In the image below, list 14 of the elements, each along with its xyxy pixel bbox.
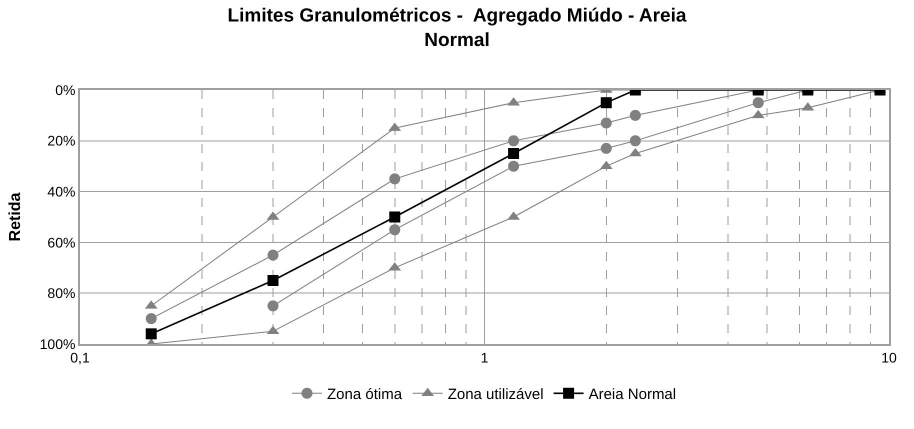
legend-label: Areia Normal: [588, 386, 676, 404]
x-tick-label: 0,1: [70, 350, 90, 366]
y-tick-label: 60%: [47, 234, 76, 250]
x-tick-label: 1: [480, 350, 489, 366]
chart-title: Limites Granulométricos - Agregado Miúdo - Areia Normal: [228, 5, 687, 52]
y-tick-label: 0%: [55, 82, 76, 98]
y-tick-label: 20%: [47, 132, 76, 149]
y-axis-title: Retida: [7, 192, 24, 242]
x-tick-label: 10: [881, 350, 897, 366]
y-tick-label: 40%: [47, 184, 76, 200]
y-tick-label: 100%: [40, 336, 76, 352]
y-tick-label: 80%: [47, 285, 76, 302]
legend-label: Zona ótima: [327, 386, 403, 404]
legend-label: Zona utilizável: [448, 386, 544, 404]
